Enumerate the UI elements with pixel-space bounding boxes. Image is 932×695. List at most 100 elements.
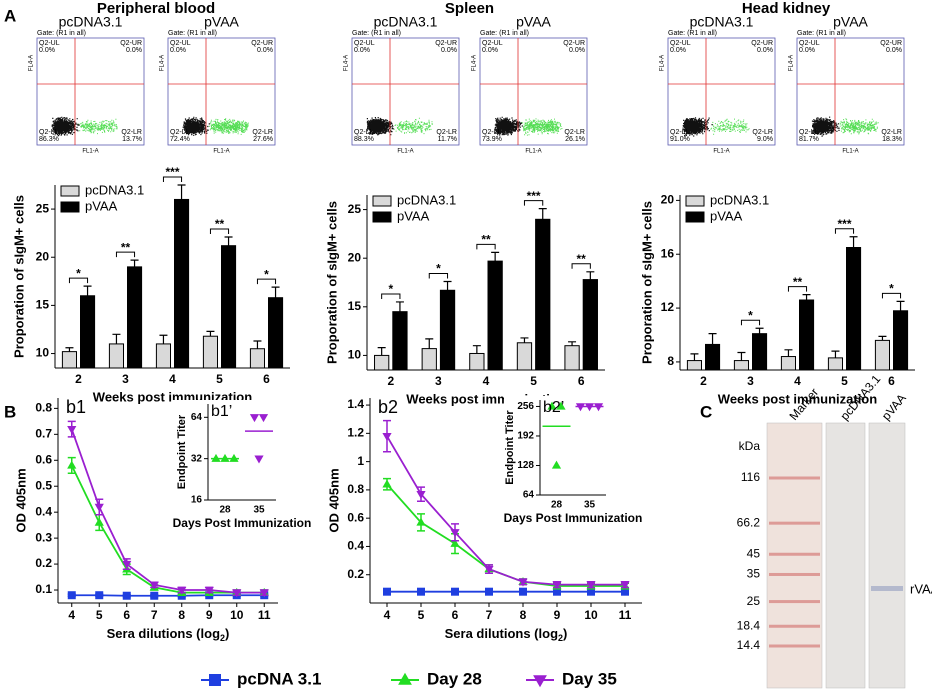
- axis-label: FL4-A: [789, 55, 795, 71]
- data-point: [553, 587, 561, 596]
- quadrant-stat: Q2-LR: [121, 129, 142, 136]
- marker-band: [769, 476, 820, 480]
- tissue-title: Head kidney: [742, 0, 831, 17]
- legend-label: pVAA: [397, 208, 430, 223]
- sig-bracket: [787, 286, 808, 292]
- bar: [108, 343, 125, 369]
- quadrant-stat: 0.0%: [569, 47, 585, 54]
- axis-label: FL4-A: [160, 55, 166, 71]
- sig-label: **: [577, 252, 587, 266]
- legend-label: Day 35: [562, 669, 617, 688]
- x-tick-label: 4: [384, 608, 391, 622]
- sig-bracket: [209, 228, 230, 235]
- data-point: [67, 591, 76, 600]
- data-point: [382, 479, 392, 488]
- gate-label: Gate: (R1 in all): [37, 30, 86, 37]
- bar: [439, 289, 456, 371]
- protein-band: [871, 586, 903, 591]
- lane-label: pVAA: [879, 391, 909, 423]
- quadrant-stat: 73.9%: [482, 136, 502, 143]
- data-point: [547, 401, 557, 410]
- legend-label: pcDNA 3.1: [237, 669, 321, 688]
- bar: [535, 218, 551, 371]
- quadrant-stat: 0.0%: [886, 47, 902, 54]
- marker-band: [769, 624, 820, 628]
- y-tick-label: 256: [517, 401, 534, 412]
- error-bar: [568, 341, 577, 346]
- x-tick-label: 11: [619, 608, 632, 622]
- quadrant-stat: 11.7%: [438, 136, 457, 143]
- x-tick-label: 28: [551, 500, 563, 511]
- event-dots: [839, 118, 879, 135]
- x-tick-label: 5: [96, 608, 103, 622]
- quadrant-stat: 0.0%: [39, 47, 55, 54]
- event-dots: [78, 118, 118, 135]
- bar: [799, 299, 815, 371]
- y-axis-title: OD 405nm: [13, 468, 28, 532]
- legend-label: pcDNA3.1: [710, 192, 769, 207]
- y-axis-title: Endpoint Titer: [176, 414, 188, 489]
- bar: [686, 360, 703, 371]
- y-tick-label: 25: [36, 201, 50, 215]
- bar: [893, 310, 909, 371]
- data-point: [556, 401, 566, 410]
- legend-label: pVAA: [85, 198, 118, 213]
- error-bar: [177, 184, 186, 200]
- legend-swatch: [372, 211, 392, 223]
- x-tick-label: 10: [584, 608, 598, 622]
- bar: [61, 351, 78, 369]
- data-point: [485, 587, 493, 596]
- quadrant-stat: Q2-LL: [670, 129, 690, 136]
- y-tick-label: 12: [661, 300, 675, 314]
- quadrant-stat: 0.0%: [482, 47, 498, 54]
- quadrant-stat: Q2-LR: [564, 129, 585, 136]
- data-point: [254, 455, 264, 464]
- event-dots: [710, 118, 750, 135]
- data-point: [451, 587, 459, 596]
- quadrant-stat: Q2-LL: [170, 129, 190, 136]
- sig-label: **: [481, 233, 491, 247]
- gate-label: Gate: (R1 in all): [168, 30, 217, 37]
- y-tick-label: 16: [661, 246, 675, 260]
- error-bar: [690, 353, 699, 361]
- quadrant-stat: Q2-LL: [482, 129, 502, 136]
- x-tick-label: 10: [230, 608, 244, 622]
- event-dots: [494, 116, 523, 136]
- error-bar: [520, 337, 529, 343]
- event-dots: [366, 117, 394, 136]
- bar: [174, 198, 190, 369]
- y-tick-label: 8: [667, 354, 674, 368]
- bar: [516, 342, 533, 371]
- sig-bracket: [428, 273, 449, 279]
- plot-label: pcDNA3.1: [59, 14, 123, 30]
- quadrant-stat: 72.4%: [170, 136, 190, 143]
- y-tick-label: 0.3: [35, 530, 52, 544]
- bar: [374, 354, 390, 371]
- inset-bg: [172, 400, 280, 536]
- x-tick-label: 8: [520, 608, 527, 622]
- event-dots: [521, 118, 563, 136]
- error-bar: [784, 349, 793, 357]
- error-bar: [130, 259, 139, 267]
- data-point: [593, 403, 604, 412]
- y-tick-label: 64: [191, 412, 203, 423]
- quadrant-stat: Q2-LR: [752, 129, 773, 136]
- data-point: [621, 587, 629, 596]
- sig-label: **: [121, 240, 131, 254]
- plot-label: pcDNA3.1: [690, 14, 754, 30]
- bar: [752, 333, 768, 371]
- bar: [127, 266, 143, 369]
- data-point: [177, 586, 187, 595]
- data-point: [552, 581, 562, 590]
- marker-label: 25: [747, 594, 761, 608]
- error-bar: [159, 334, 168, 344]
- marker-band: [769, 644, 820, 648]
- data-point: [575, 403, 586, 412]
- x-tick-label: 4: [483, 374, 490, 388]
- quadrant-stat: 0.0%: [799, 47, 815, 54]
- y-tick-label: 0.4: [347, 539, 364, 553]
- marker-label: 35: [747, 567, 761, 581]
- quadrant-stat: 18.3%: [882, 136, 902, 143]
- y-tick-label: 25: [348, 202, 362, 216]
- y-tick-label: 0.5: [35, 478, 52, 492]
